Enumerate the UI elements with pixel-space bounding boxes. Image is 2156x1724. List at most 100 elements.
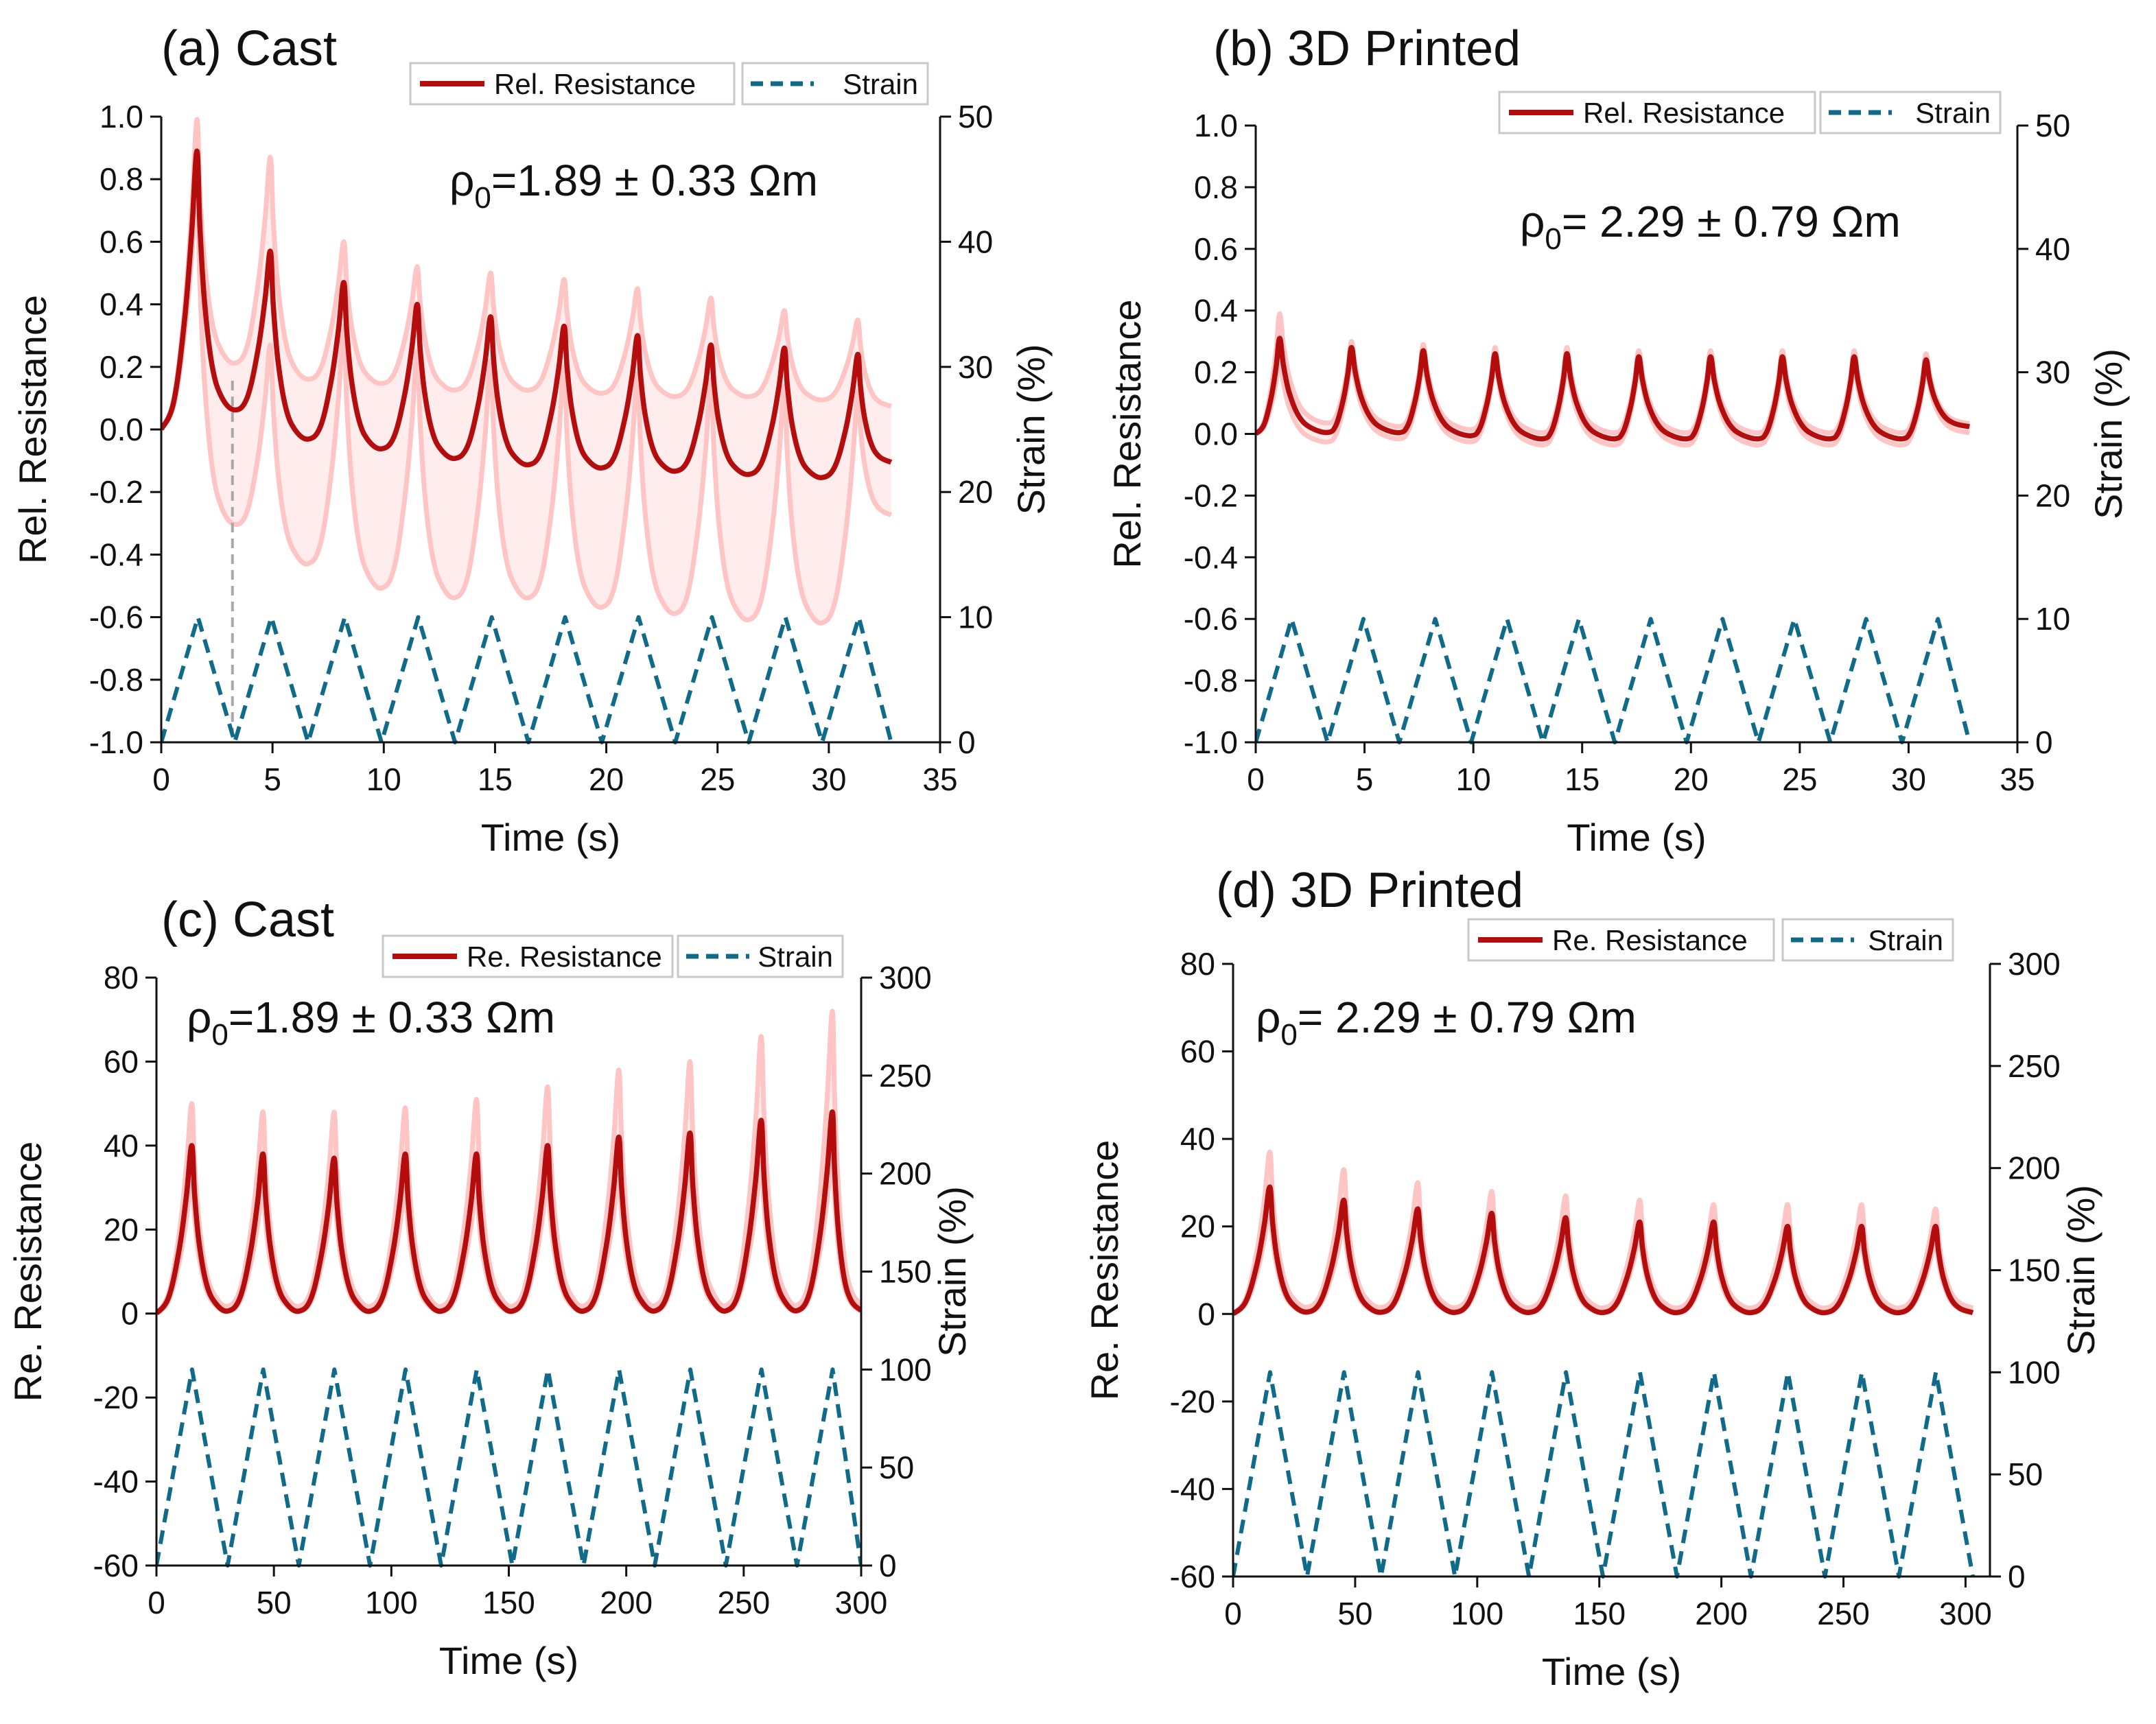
x-tick-label: 100 (365, 1585, 418, 1620)
legend-strain-label: Strain (843, 68, 918, 100)
y-left-axis-title: Rel. Resistance (11, 295, 54, 564)
y-right-tick-label: 0 (879, 1548, 897, 1583)
annotation-value: = 2.29 ± 0.79 Ωm (1562, 197, 1901, 246)
resistivity-annotation: ρ0= 2.29 ± 0.79 Ωm (1520, 197, 1901, 256)
y-left-tick-label: 20 (1180, 1209, 1215, 1244)
x-tick-label: 50 (257, 1585, 292, 1620)
resistivity-annotation: ρ0= 2.29 ± 0.79 Ωm (1256, 993, 1637, 1052)
x-tick-label: 25 (700, 761, 735, 797)
resistance-series-line (1256, 335, 1971, 442)
x-tick-label: 250 (717, 1585, 770, 1620)
y-left-tick-label: -0.8 (1184, 663, 1238, 698)
y-left-tick-label: 0.8 (99, 161, 143, 197)
y-right-tick-label: 300 (2008, 946, 2061, 982)
y-right-tick-label: 50 (2008, 1456, 2043, 1492)
y-right-tick-label: 100 (879, 1351, 932, 1387)
x-tick-label: 15 (478, 761, 513, 797)
legend: Re. Resistance Strain (382, 934, 844, 978)
y-left-tick-label: 0.8 (1194, 169, 1238, 205)
x-tick-label: 150 (1573, 1596, 1626, 1631)
x-tick-label: 200 (1695, 1596, 1748, 1631)
y-left-tick-label: 20 (104, 1212, 139, 1247)
panel-b-3d-printed: 0 5 10 15 20 25 30 35 -1.0 -0.8 -0.6 -0.4 -0.2 0.0 0.2… (1105, 21, 2130, 859)
y-left-tick-label: -0.4 (89, 536, 143, 572)
y-right-tick-label: 30 (2035, 355, 2070, 390)
y-left-tick-label: -60 (93, 1548, 139, 1583)
y-right-tick-label: 100 (2008, 1354, 2061, 1390)
y-right-tick-label: 200 (879, 1156, 932, 1192)
y-left-tick-label: -20 (1170, 1384, 1215, 1419)
legend-resistance-label: Rel. Resistance (494, 68, 696, 100)
legend-resistance-label: Re. Resistance (1552, 924, 1748, 956)
axes: 0 50 100 150 200 250 300 -60 -40 -20 0 20 40 60 80 0 50 1… (6, 960, 974, 1682)
y-right-tick-label: 10 (2035, 601, 2070, 637)
resistance-band-lower (161, 182, 893, 626)
x-tick-label: 20 (1674, 761, 1709, 797)
legend: Re. Resistance Strain (1467, 918, 1954, 962)
y-right-tick-label: 200 (2008, 1150, 2061, 1186)
y-right-tick-label: 250 (879, 1058, 932, 1094)
y-right-tick-label: 50 (2035, 108, 2070, 143)
x-tick-label: 100 (1451, 1596, 1503, 1631)
y-left-tick-label: 80 (1180, 946, 1215, 982)
plot-area (156, 1008, 861, 1568)
x-tick-label: 250 (1817, 1596, 1870, 1631)
y-left-tick-label: 0.6 (99, 224, 143, 259)
annotation-value: = 2.29 ± 0.79 Ωm (1298, 993, 1637, 1042)
y-left-tick-label: -40 (1170, 1471, 1215, 1507)
y-right-tick-label: 10 (958, 600, 993, 635)
resistance-series-line (1233, 1184, 1974, 1316)
legend-box-strain (677, 934, 844, 978)
y-right-tick-label: 250 (2008, 1048, 2061, 1084)
y-right-tick-label: 150 (2008, 1253, 2061, 1288)
y-right-tick-label: 0 (958, 724, 976, 760)
y-left-tick-label: 80 (104, 960, 139, 995)
y-left-tick-label: 0.0 (99, 412, 143, 447)
y-right-axis-title: Strain (%) (2059, 1185, 2102, 1356)
x-tick-label: 10 (366, 761, 401, 797)
resistivity-annotation: ρ0=1.89 ± 0.33 Ωm (449, 156, 818, 215)
y-left-tick-label: 0.0 (1194, 416, 1238, 452)
x-tick-label: 5 (1356, 761, 1374, 797)
y-right-tick-label: 50 (958, 99, 993, 134)
y-right-tick-label: 20 (958, 474, 993, 510)
y-right-tick-label: 0 (2008, 1559, 2026, 1594)
y-left-tick-label: -0.2 (1184, 477, 1238, 513)
axes: 0 50 100 150 200 250 300 -60 -40 -20 0 20 40 60 80 0 50 1… (1083, 946, 2102, 1693)
y-left-tick-label: 40 (104, 1128, 139, 1164)
legend-resistance-label: Re. Resistance (467, 941, 662, 973)
panel-label: (b) 3D Printed (1213, 21, 1521, 76)
y-left-tick-label: 0.2 (1194, 355, 1238, 390)
annotation-subscript: 0 (474, 181, 491, 215)
strain-series-line (156, 1367, 861, 1568)
x-axis-title: Time (s) (1542, 1650, 1681, 1693)
resistivity-annotation: ρ0=1.89 ± 0.33 Ωm (187, 993, 555, 1052)
x-tick-label: 30 (811, 761, 846, 797)
y-right-axis-title: Strain (%) (1009, 344, 1053, 515)
x-tick-label: 25 (1782, 761, 1817, 797)
panel-label: (a) Cast (161, 21, 337, 76)
legend-strain-label: Strain (758, 941, 833, 973)
resistance-band-upper (161, 117, 892, 431)
annotation-value: =1.89 ± 0.33 Ωm (491, 156, 818, 205)
y-left-axis-title: Rel. Resistance (1105, 299, 1149, 568)
y-left-tick-label: -0.6 (89, 600, 143, 635)
y-right-tick-label: 0 (2035, 724, 2053, 760)
y-left-tick-label: -40 (93, 1464, 139, 1500)
y-left-tick-label: 60 (1180, 1034, 1215, 1070)
x-axis-title: Time (s) (1567, 816, 1706, 859)
y-left-tick-label: -1.0 (89, 724, 143, 760)
y-left-tick-label: 0 (1197, 1296, 1215, 1332)
legend: Rel. Resistance Strain (409, 62, 929, 106)
annotation-symbol: ρ (187, 993, 211, 1042)
x-tick-label: 0 (1224, 1596, 1242, 1631)
annotation-symbol: ρ (1256, 993, 1280, 1042)
y-left-tick-label: 0.4 (99, 287, 143, 322)
y-left-tick-label: -0.8 (89, 662, 143, 698)
y-left-tick-label: -0.4 (1184, 539, 1238, 575)
y-right-tick-label: 50 (879, 1450, 914, 1485)
x-tick-label: 0 (152, 761, 170, 797)
x-tick-label: 35 (2000, 761, 2035, 797)
annotation-subscript: 0 (211, 1018, 228, 1052)
